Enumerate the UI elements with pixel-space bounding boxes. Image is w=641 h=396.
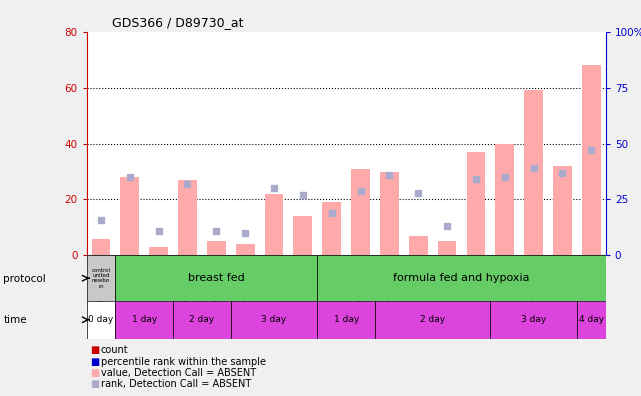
Point <box>269 185 279 191</box>
Point <box>124 174 135 180</box>
Bar <box>409 236 428 255</box>
Point <box>586 147 596 153</box>
Point <box>413 190 423 196</box>
Bar <box>317 255 606 301</box>
Bar <box>121 177 139 255</box>
Text: 2 day: 2 day <box>420 315 445 324</box>
Text: GDS366 / D89730_at: GDS366 / D89730_at <box>113 16 244 29</box>
Text: ■: ■ <box>90 345 99 356</box>
Point <box>154 228 164 234</box>
Text: 3 day: 3 day <box>521 315 546 324</box>
Text: ■: ■ <box>90 356 99 367</box>
Bar <box>207 242 226 255</box>
Bar <box>173 301 231 339</box>
Point <box>212 228 222 234</box>
Point <box>355 187 365 194</box>
Bar <box>87 301 115 339</box>
Point <box>528 165 538 171</box>
Bar <box>236 244 254 255</box>
Bar <box>577 301 606 339</box>
Text: 0 day: 0 day <box>88 315 113 324</box>
Bar <box>294 216 312 255</box>
Text: control
united
newbo
rn: control united newbo rn <box>92 268 110 289</box>
Text: time: time <box>3 315 27 325</box>
Point <box>326 210 337 216</box>
Point <box>500 174 510 180</box>
Point <box>442 223 453 230</box>
Bar <box>524 90 543 255</box>
Text: ■: ■ <box>90 379 99 389</box>
Point <box>470 176 481 183</box>
Bar <box>351 169 370 255</box>
Bar <box>92 239 110 255</box>
Bar <box>467 152 485 255</box>
Bar <box>375 301 490 339</box>
Point <box>96 217 106 223</box>
Bar <box>490 301 577 339</box>
Text: formula fed and hypoxia: formula fed and hypoxia <box>394 273 529 283</box>
Text: rank, Detection Call = ABSENT: rank, Detection Call = ABSENT <box>101 379 251 389</box>
Point <box>240 230 250 236</box>
Text: 2 day: 2 day <box>189 315 215 324</box>
Text: count: count <box>101 345 128 356</box>
Text: breast fed: breast fed <box>188 273 245 283</box>
Bar <box>231 301 317 339</box>
Bar <box>438 242 456 255</box>
Bar <box>265 194 283 255</box>
Text: 1 day: 1 day <box>333 315 359 324</box>
Text: value, Detection Call = ABSENT: value, Detection Call = ABSENT <box>101 367 256 378</box>
Text: ■: ■ <box>90 367 99 378</box>
Point <box>297 192 308 198</box>
Bar <box>495 143 514 255</box>
Text: 1 day: 1 day <box>131 315 157 324</box>
Bar <box>115 255 317 301</box>
Bar <box>149 247 168 255</box>
Bar <box>553 166 572 255</box>
Point <box>183 181 193 187</box>
Bar <box>115 301 173 339</box>
Bar <box>380 171 399 255</box>
Bar <box>322 202 341 255</box>
Point <box>557 169 568 176</box>
Bar <box>87 255 115 301</box>
Text: 3 day: 3 day <box>262 315 287 324</box>
Text: 4 day: 4 day <box>579 315 604 324</box>
Text: protocol: protocol <box>3 274 46 284</box>
Bar <box>582 65 601 255</box>
Text: percentile rank within the sample: percentile rank within the sample <box>101 356 265 367</box>
Bar <box>317 301 375 339</box>
Point <box>385 172 395 178</box>
Bar <box>178 180 197 255</box>
